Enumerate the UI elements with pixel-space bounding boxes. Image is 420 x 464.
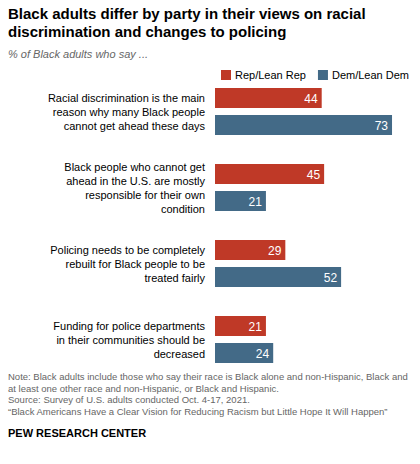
bar <box>215 343 273 363</box>
category-label-line: condition <box>161 203 205 215</box>
category-labels: Racial discrimination is the main reason … <box>48 92 206 360</box>
note-line: at least one other race and non-Hispanic… <box>8 383 279 394</box>
source-line: Source: Survey of U.S. adults conducted … <box>8 394 250 405</box>
source-title: “Black Americans Have a Clear Vision for… <box>8 406 387 417</box>
title-line: discrimination and changes to policing <box>8 23 286 40</box>
source: Source: Survey of U.S. adults conducted … <box>8 394 250 405</box>
data-label: 21 <box>249 195 263 209</box>
category-label: Policing needs to be completely rebuilt f… <box>50 244 205 284</box>
bar <box>215 240 285 260</box>
data-label: 44 <box>304 92 318 106</box>
note-line: Note: Black adults include those who say… <box>8 371 408 382</box>
category-label-line: rebuilt for Black people to be <box>66 258 205 270</box>
category-label-line: in their communities should be <box>56 334 205 346</box>
legend-swatch <box>318 70 328 80</box>
category-label-line: decreased <box>154 348 205 360</box>
legend-label: Dem/Lean Dem <box>332 69 409 81</box>
category-label-line: cannot get ahead these days <box>64 120 206 132</box>
category-label-line: responsible for their own <box>85 189 205 201</box>
subtitle-line: % of Black adults who say ... <box>8 48 148 60</box>
data-label: 29 <box>268 244 282 258</box>
data-label: 21 <box>249 320 263 334</box>
category-label-line: Funding for police departments <box>53 320 205 332</box>
category-label-line: reason why many Black people <box>53 106 205 118</box>
subtitle: % of Black adults who say ... <box>8 48 148 60</box>
legend: Rep/Lean Rep Dem/Lean Dem <box>221 69 409 81</box>
bar <box>215 267 341 287</box>
category-label-line: treated fairly <box>144 272 205 284</box>
category-label: Funding for police departments in their c… <box>53 320 205 360</box>
data-label: 24 <box>256 347 270 361</box>
title: Black adults differ by party in their vi… <box>8 5 366 40</box>
note: Note: Black adults include those who say… <box>8 371 408 394</box>
bar <box>215 191 266 211</box>
bar <box>215 115 392 135</box>
data-labels: 44 73 45 21 29 52 21 24 <box>249 92 389 361</box>
category-label: Black people who cannot get ahead in the … <box>64 161 205 215</box>
data-label: 45 <box>307 168 321 182</box>
credit-line: PEW RESEARCH CENTER <box>8 427 146 439</box>
bar <box>215 88 322 108</box>
data-label: 52 <box>324 271 338 285</box>
category-label-line: Racial discrimination is the main <box>48 92 205 104</box>
category-label-line: ahead in the U.S. are mostly <box>66 175 205 187</box>
bar <box>215 316 266 336</box>
credit: PEW RESEARCH CENTER <box>8 427 146 439</box>
legend-swatch <box>221 70 231 80</box>
data-label: 73 <box>375 119 389 133</box>
category-label: Racial discrimination is the main reason … <box>48 92 206 132</box>
category-label-line: Black people who cannot get <box>64 161 205 173</box>
source-title-line: “Black Americans Have a Clear Vision for… <box>8 406 387 417</box>
legend-label: Rep/Lean Rep <box>235 69 306 81</box>
bars <box>215 88 392 363</box>
bar <box>215 164 324 184</box>
title-line: Black adults differ by party in their vi… <box>8 5 366 22</box>
chart: PEW RESEARCH CENTER Black adults differ b… <box>0 0 420 464</box>
category-label-line: Policing needs to be completely <box>50 244 205 256</box>
